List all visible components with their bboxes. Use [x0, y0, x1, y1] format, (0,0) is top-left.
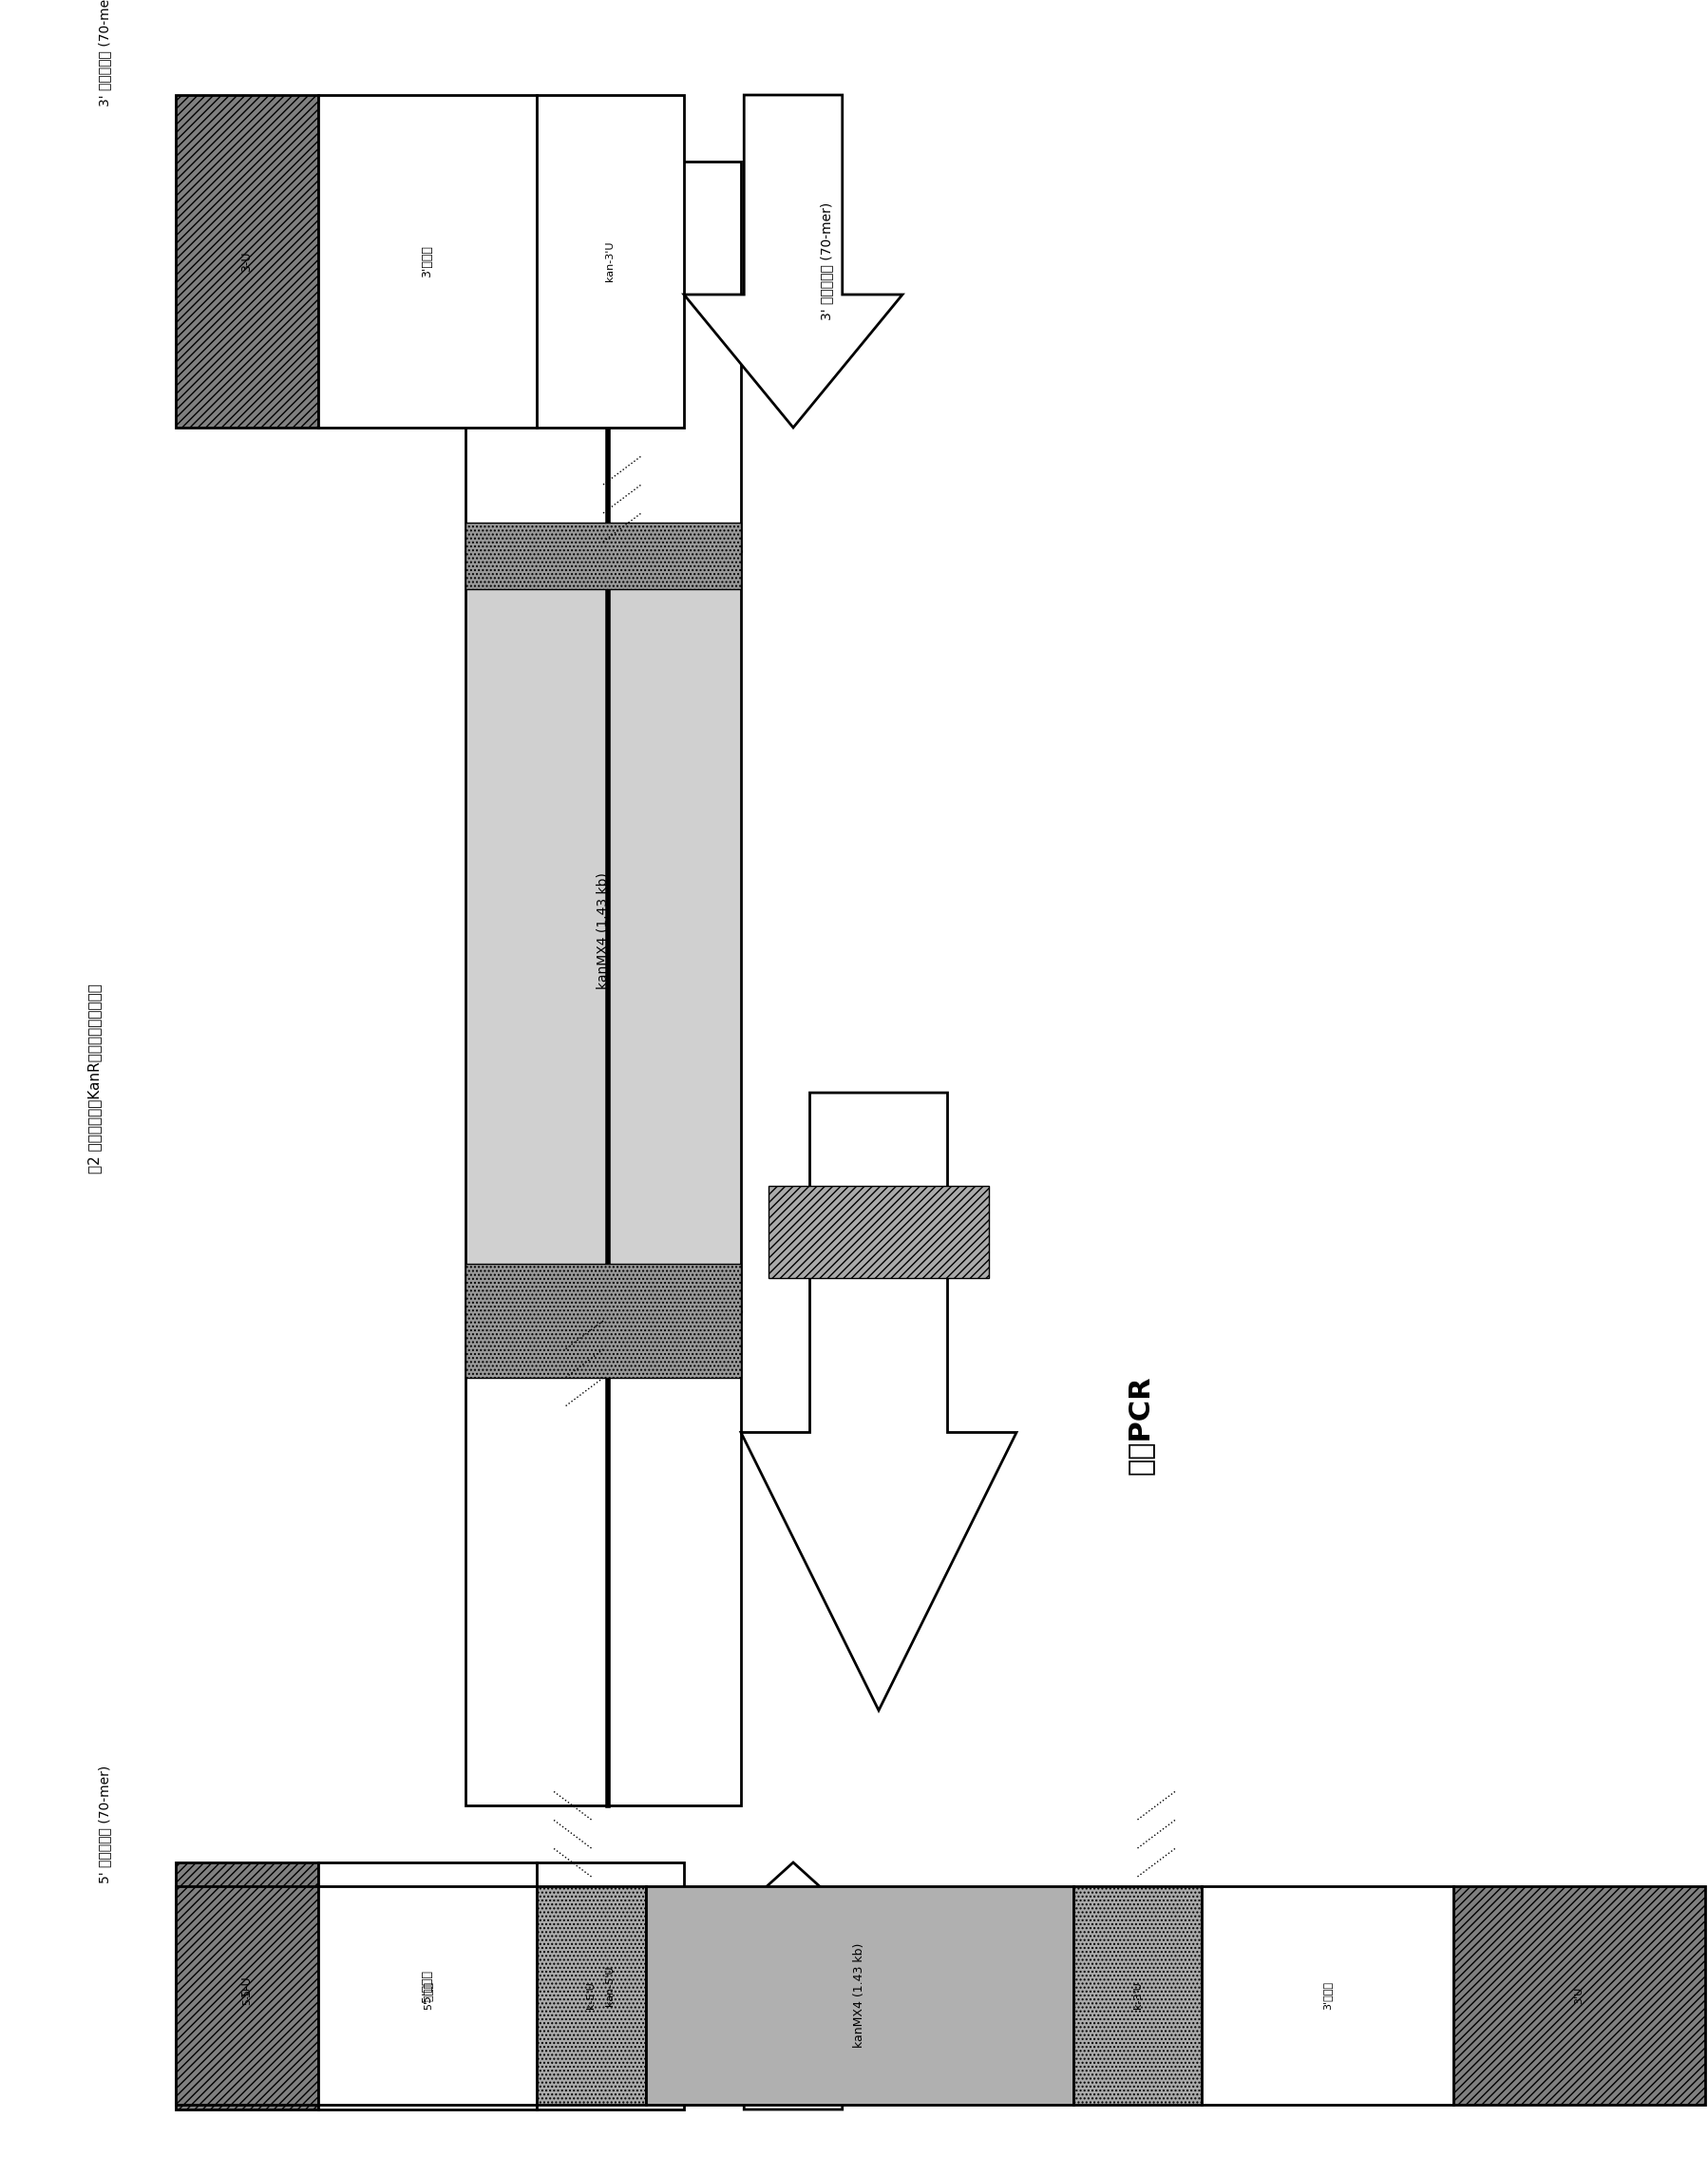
Bar	[318, 95, 536, 427]
Text: kan-3'U: kan-3'U	[605, 242, 615, 283]
Text: k-3'U: k-3'U	[1132, 1982, 1141, 2008]
Bar	[465, 1264, 741, 1378]
Bar	[769, 1186, 989, 1279]
Bar	[465, 162, 741, 552]
Bar	[318, 1861, 536, 2110]
Bar	[176, 1885, 318, 2105]
Text: 5-U: 5-U	[243, 1987, 251, 2004]
Text: 3'条形码: 3'条形码	[422, 246, 434, 278]
Text: 3'条形码: 3'条形码	[1322, 1982, 1332, 2010]
Bar	[646, 1885, 1073, 2105]
Text: 5'条形码: 5'条形码	[422, 1982, 432, 2010]
Bar	[536, 1885, 646, 2105]
Bar	[465, 1311, 741, 1805]
Text: kanMX4 (1.43 kb): kanMX4 (1.43 kb)	[852, 1943, 866, 2047]
Text: 初次PCR: 初次PCR	[1126, 1376, 1153, 1475]
Text: k-5'U: k-5'U	[586, 1982, 596, 2008]
Bar	[318, 1885, 536, 2105]
Text: 5' 条形码引物 (70-mer): 5' 条形码引物 (70-mer)	[97, 1764, 111, 1883]
Bar	[465, 522, 741, 589]
Bar	[536, 95, 683, 427]
Text: 5-U: 5-U	[241, 1976, 253, 1995]
Text: kanMX4 (1.43 kb): kanMX4 (1.43 kb)	[596, 874, 610, 990]
Bar	[1073, 1885, 1201, 2105]
Text: 3'U: 3'U	[1573, 1987, 1583, 2004]
Text: 3-U: 3-U	[241, 250, 253, 272]
Polygon shape	[683, 95, 902, 427]
Polygon shape	[741, 1094, 1016, 1711]
Bar	[1452, 1885, 1705, 2105]
Bar	[465, 552, 741, 1311]
Bar	[536, 1861, 683, 2110]
Text: 3' 条形码引物 (70-mer): 3' 条形码引物 (70-mer)	[97, 0, 111, 106]
Polygon shape	[683, 1861, 902, 2110]
Text: kan-5'U: kan-5'U	[605, 1965, 615, 2006]
Text: 图2 构建缺失盒的KanR－条形码模块的过程: 图2 构建缺失盒的KanR－条形码模块的过程	[87, 984, 102, 1173]
Bar	[176, 1861, 318, 2110]
Text: 3' 条形码引物 (70-mer): 3' 条形码引物 (70-mer)	[820, 203, 832, 321]
Text: 5'条形码: 5'条形码	[422, 1969, 434, 2002]
Bar	[176, 95, 318, 427]
Bar	[1201, 1885, 1452, 2105]
